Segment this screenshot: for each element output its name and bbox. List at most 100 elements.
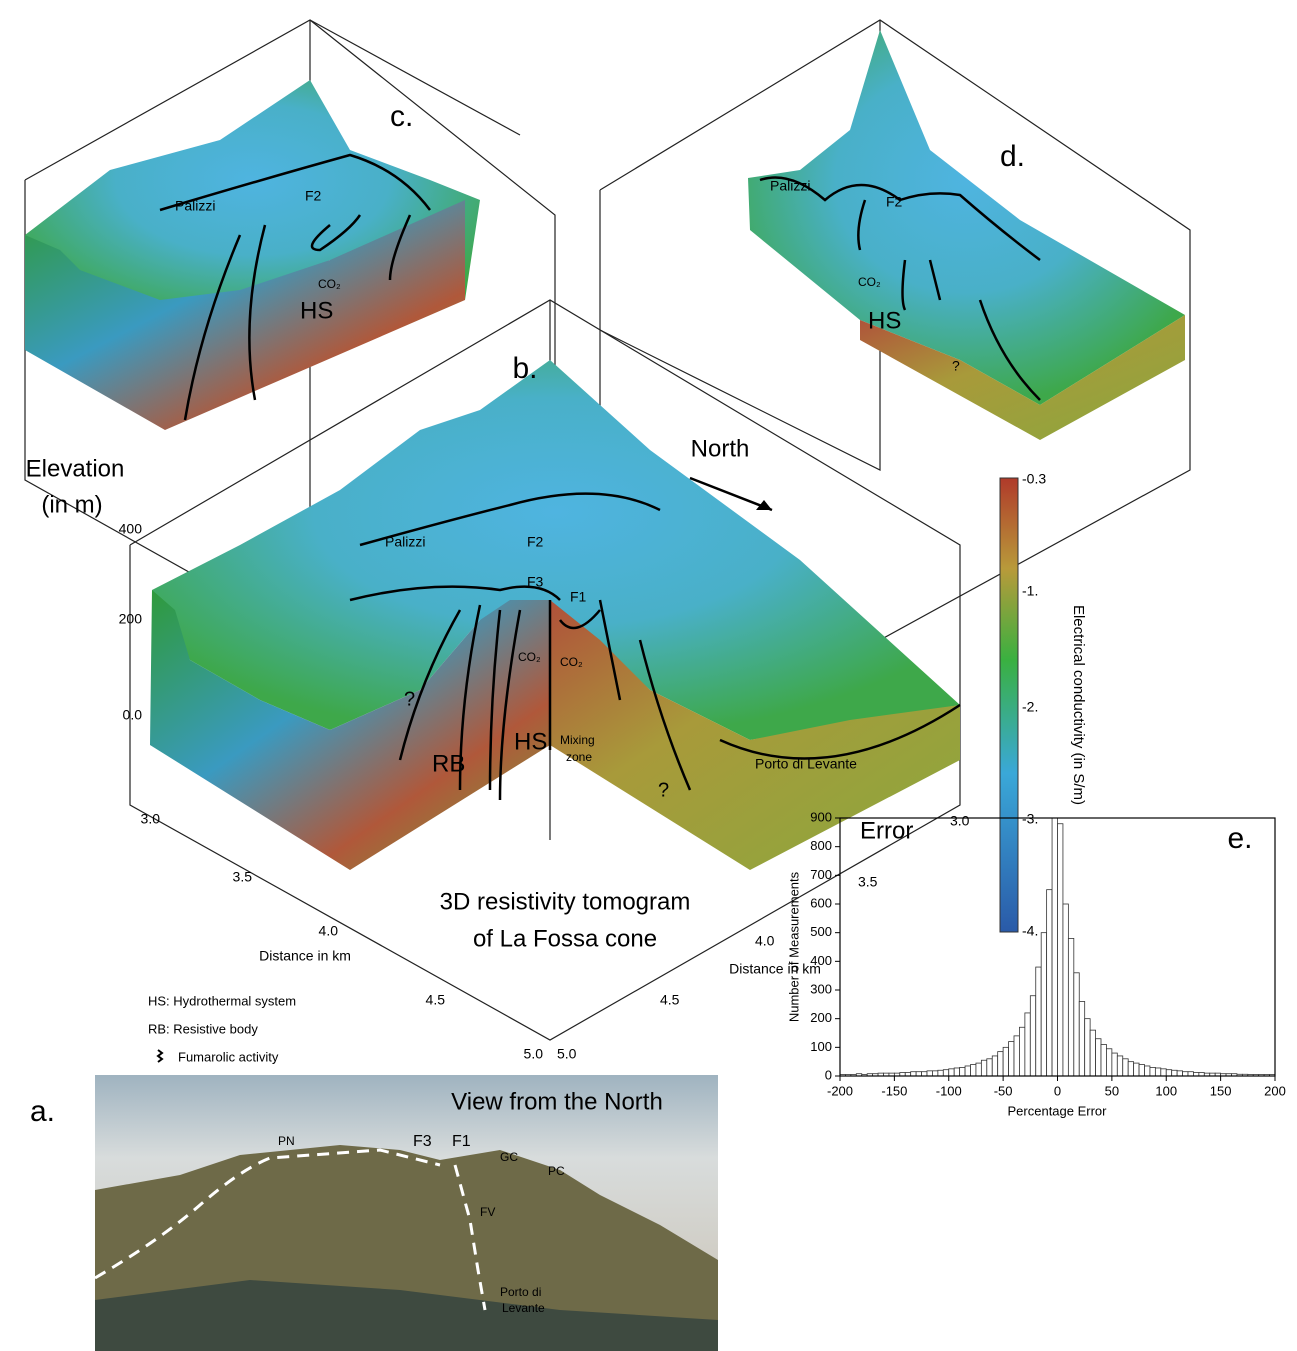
terrain-face bbox=[860, 315, 1185, 440]
tick-label: 3.5 bbox=[858, 874, 878, 890]
bar bbox=[1024, 1012, 1031, 1077]
bar bbox=[1078, 1001, 1086, 1077]
colorbar: -0.3 -1. -2. -3. -4. Electrical conducti… bbox=[999, 471, 1087, 939]
fault-line bbox=[94, 1148, 487, 1311]
y-axis-label: Number of Measurements bbox=[786, 871, 801, 1022]
x-tick-label: -100 bbox=[936, 1083, 962, 1098]
tick-label: 4.0 bbox=[755, 933, 775, 949]
photo-title: View from the North bbox=[451, 1088, 663, 1115]
tick-label: 4.5 bbox=[426, 992, 446, 1008]
bar bbox=[1171, 1069, 1178, 1077]
bar bbox=[942, 1069, 950, 1077]
annotation: HS bbox=[514, 728, 547, 755]
terrain-top bbox=[748, 30, 1185, 405]
boundary-lines bbox=[759, 176, 1041, 401]
annotation: PC bbox=[548, 1164, 565, 1178]
axis-label: Elevation bbox=[26, 455, 125, 482]
bar bbox=[1057, 823, 1064, 1077]
panel-letter: c. bbox=[390, 100, 413, 133]
bar bbox=[964, 1065, 971, 1077]
bar bbox=[1062, 903, 1069, 1077]
tick-label: 3.0 bbox=[141, 811, 161, 827]
box-frame bbox=[309, 19, 521, 136]
annotation: F2 bbox=[305, 188, 322, 204]
bar bbox=[1084, 1018, 1091, 1077]
legend: HS: Hydrothermal system RB: Resistive bo… bbox=[148, 993, 296, 1064]
annotation: ? bbox=[658, 779, 669, 801]
bar bbox=[1182, 1071, 1189, 1077]
bar bbox=[1127, 1061, 1135, 1077]
panel-letter: b. bbox=[512, 352, 537, 385]
title: of La Fossa cone bbox=[473, 925, 657, 952]
tick-label: 200 bbox=[119, 611, 143, 627]
x-tick-label: -150 bbox=[881, 1083, 907, 1098]
bar bbox=[1122, 1058, 1129, 1077]
fumarole-icon bbox=[156, 1049, 164, 1063]
colorbar-tick: -3. bbox=[1022, 811, 1038, 827]
boundary-lines bbox=[349, 492, 961, 801]
bar bbox=[1116, 1055, 1124, 1077]
annotation: Levante bbox=[502, 1301, 545, 1315]
bar bbox=[991, 1055, 999, 1077]
north-arrow bbox=[689, 476, 773, 512]
bar bbox=[975, 1062, 982, 1077]
panel-e: Error e. Number of Measurements Percenta… bbox=[786, 809, 1285, 1118]
annotation: F2 bbox=[527, 534, 544, 550]
panel-c: c. Palizzi F2 CO₂ HS bbox=[24, 19, 556, 641]
boundary-lines bbox=[159, 153, 431, 421]
bar bbox=[921, 1071, 928, 1077]
bar bbox=[1111, 1052, 1118, 1077]
bar bbox=[1165, 1069, 1173, 1077]
x-tick-label: 200 bbox=[1264, 1083, 1286, 1098]
bar bbox=[1035, 966, 1042, 1077]
annotation: Mixing bbox=[560, 733, 595, 747]
bar bbox=[1051, 817, 1058, 1077]
annotation: Palizzi bbox=[175, 198, 215, 214]
y-tick-label: 100 bbox=[810, 1039, 832, 1054]
bar bbox=[1133, 1062, 1140, 1077]
photo-sea bbox=[95, 1280, 718, 1351]
bar bbox=[1100, 1044, 1107, 1077]
annotation: GC bbox=[500, 1150, 518, 1164]
colorbar-tick: -4. bbox=[1022, 923, 1038, 939]
bar bbox=[932, 1070, 939, 1077]
bar bbox=[1046, 889, 1053, 1077]
bar bbox=[1187, 1071, 1194, 1077]
bar bbox=[1149, 1067, 1156, 1077]
bar bbox=[910, 1071, 917, 1077]
legend-entry: Fumarolic activity bbox=[178, 1049, 279, 1064]
title: 3D resistivity tomogram bbox=[440, 888, 691, 915]
bar bbox=[1040, 932, 1048, 1077]
colorbar-label: Electrical conductivity (in S/m) bbox=[1070, 605, 1087, 805]
annotation: Porto di bbox=[500, 1285, 541, 1299]
annotation: F1 bbox=[570, 589, 587, 605]
terrain-top bbox=[152, 360, 960, 740]
annotation: Palizzi bbox=[385, 534, 425, 550]
y-tick-label: 800 bbox=[810, 838, 832, 853]
terrain-face bbox=[550, 600, 960, 870]
tick-label: 0.0 bbox=[123, 707, 143, 723]
y-tick-label: 700 bbox=[810, 867, 832, 882]
bar bbox=[1013, 1035, 1020, 1077]
annotation: HS bbox=[300, 297, 333, 324]
axis-label: Distance in km bbox=[729, 961, 821, 977]
bar bbox=[1089, 1029, 1096, 1077]
bar bbox=[1154, 1067, 1162, 1077]
tick-label: 4.0 bbox=[319, 923, 339, 939]
chart-title: Error bbox=[860, 817, 913, 844]
tick-label: 3.0 bbox=[950, 813, 970, 829]
annotation: CO₂ bbox=[518, 650, 541, 664]
annotation: ? bbox=[404, 688, 415, 710]
north-label: North bbox=[691, 435, 750, 462]
x-tick-label: 50 bbox=[1105, 1083, 1119, 1098]
bar bbox=[1144, 1065, 1151, 1077]
panel-b: b. North Elevation (in m) 400 200 0.0 3.… bbox=[26, 299, 970, 1062]
annotation: HS bbox=[868, 307, 901, 334]
panel-d: d. Palizzi F2 CO₂ HS ? bbox=[599, 19, 1191, 641]
x-tick-label: 100 bbox=[1155, 1083, 1177, 1098]
tick-label: 3.5 bbox=[233, 869, 253, 885]
bar bbox=[1019, 1026, 1026, 1077]
bar bbox=[1106, 1048, 1113, 1077]
bar bbox=[926, 1070, 933, 1077]
bar bbox=[1176, 1070, 1183, 1077]
